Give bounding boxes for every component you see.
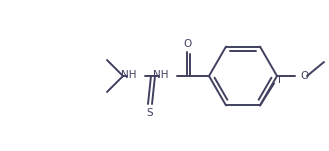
Text: NH: NH [121,70,137,80]
Text: S: S [147,108,153,118]
Text: O: O [184,39,192,49]
Text: NH: NH [154,70,169,80]
Text: I: I [278,76,281,85]
Text: O: O [300,71,308,81]
